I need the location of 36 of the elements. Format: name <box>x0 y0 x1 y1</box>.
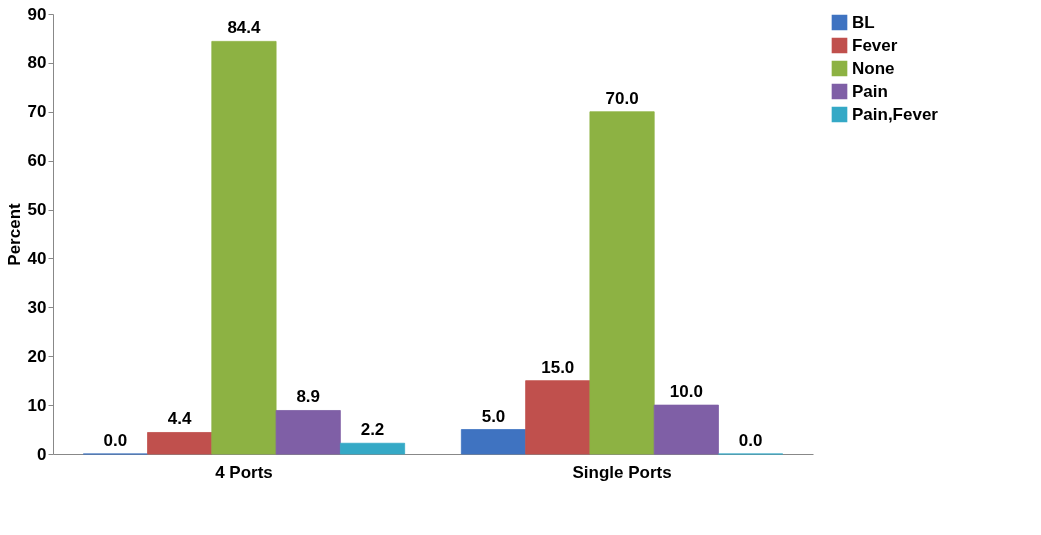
data-label: 2.2 <box>360 420 385 440</box>
y-axis-title: Percent <box>4 202 24 266</box>
data-label: 0.0 <box>103 431 128 450</box>
legend-label: BL <box>852 12 875 32</box>
bar <box>589 111 655 455</box>
bar <box>275 410 341 455</box>
x-tick-label: Single Ports <box>572 462 672 482</box>
data-label: 0.0 <box>738 431 763 450</box>
legend-label: Pain,Fever <box>852 104 939 124</box>
y-tick-label: 40 <box>27 248 47 268</box>
data-label: 84.4 <box>227 18 262 38</box>
data-label: 10.0 <box>669 382 703 402</box>
y-tick-label: 10 <box>27 395 47 415</box>
legend-label: None <box>852 58 895 78</box>
data-label: 4.4 <box>167 409 193 429</box>
legend-label: Fever <box>852 35 898 55</box>
y-tick-label: 30 <box>27 297 47 317</box>
bar <box>653 404 719 455</box>
bar <box>460 429 527 455</box>
bar <box>147 432 213 455</box>
y-tick-label: 80 <box>27 53 47 73</box>
y-tick-label: 90 <box>27 4 47 24</box>
legend-label: Pain <box>852 81 888 101</box>
bar <box>525 380 591 455</box>
y-tick-label: 20 <box>27 346 47 366</box>
data-label: 5.0 <box>481 406 506 426</box>
y-tick-label: 0 <box>37 444 47 464</box>
bar <box>211 40 277 455</box>
y-tick-label: 60 <box>27 151 47 171</box>
bar <box>339 442 406 455</box>
data-label: 70.0 <box>605 88 639 108</box>
x-tick-label: 4 Ports <box>215 462 273 482</box>
data-label: 15.0 <box>541 357 575 377</box>
y-tick-label: 70 <box>27 102 47 122</box>
data-label: 8.9 <box>296 387 321 407</box>
y-tick-label: 50 <box>27 200 47 220</box>
